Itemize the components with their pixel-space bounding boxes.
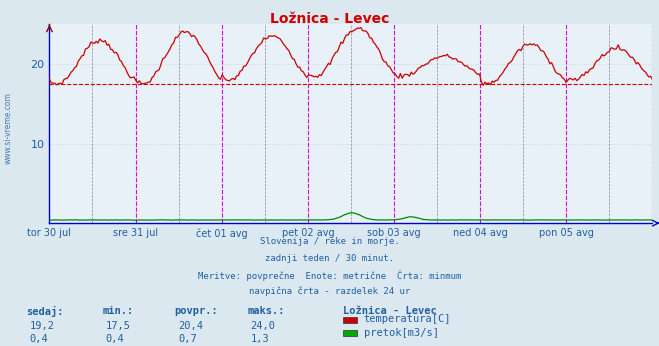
Text: Slovenija / reke in morje.: Slovenija / reke in morje. — [260, 237, 399, 246]
Text: 19,2: 19,2 — [30, 321, 55, 331]
Text: 0,4: 0,4 — [30, 334, 48, 344]
Text: Ložnica - Levec: Ložnica - Levec — [270, 12, 389, 26]
Text: 24,0: 24,0 — [250, 321, 275, 331]
Text: navpična črta - razdelek 24 ur: navpična črta - razdelek 24 ur — [249, 287, 410, 296]
Text: sedaj:: sedaj: — [26, 306, 64, 317]
Text: min.:: min.: — [102, 306, 133, 316]
Text: Ložnica - Levec: Ložnica - Levec — [343, 306, 436, 316]
Text: temperatura[C]: temperatura[C] — [364, 315, 451, 324]
Text: maks.:: maks.: — [247, 306, 285, 316]
Text: 0,4: 0,4 — [105, 334, 124, 344]
Text: 20,4: 20,4 — [178, 321, 203, 331]
Text: 0,7: 0,7 — [178, 334, 196, 344]
Text: 1,3: 1,3 — [250, 334, 269, 344]
Text: povpr.:: povpr.: — [175, 306, 218, 316]
Text: www.si-vreme.com: www.si-vreme.com — [4, 92, 13, 164]
Text: pretok[m3/s]: pretok[m3/s] — [364, 328, 439, 337]
Text: Meritve: povprečne  Enote: metrične  Črta: minmum: Meritve: povprečne Enote: metrične Črta:… — [198, 270, 461, 281]
Text: zadnji teden / 30 minut.: zadnji teden / 30 minut. — [265, 254, 394, 263]
Text: 17,5: 17,5 — [105, 321, 130, 331]
